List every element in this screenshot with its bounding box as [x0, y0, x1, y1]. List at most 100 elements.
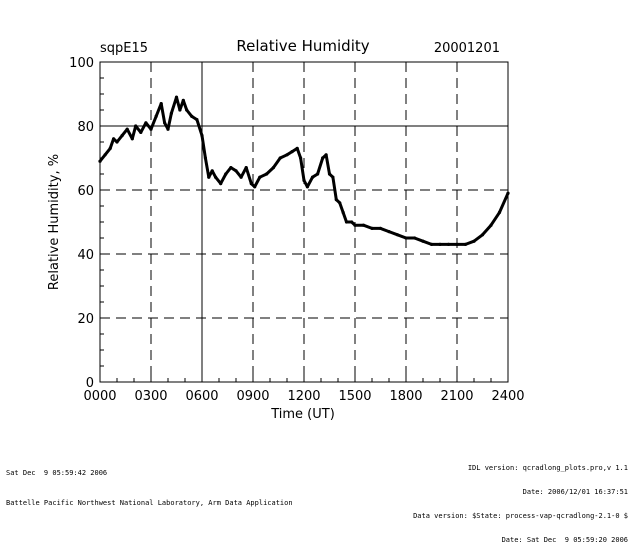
tick-labels: 0000 0300 0600 0900 1200 1500 1800 2100 2400 0 20 4…: [69, 56, 524, 404]
data-point: [370, 226, 374, 230]
y-tick-label: 80: [77, 120, 94, 135]
data-point: [207, 175, 211, 179]
date-label: 20001201: [434, 41, 500, 56]
data-point: [169, 111, 173, 115]
data-point: [178, 108, 182, 112]
data-point: [234, 169, 238, 173]
data-point: [480, 233, 485, 237]
data-point: [310, 175, 315, 179]
data-point: [395, 233, 400, 237]
site-label: sqpE15: [100, 41, 148, 56]
footer-date2: Date: Sat Dec 9 05:59:20 2006: [501, 536, 628, 544]
footer-left: Sat Dec 9 05:59:42 2006 Battelle Pacific…: [6, 453, 293, 515]
data-point: [229, 166, 233, 170]
data-point: [324, 153, 328, 157]
footer-timestamp: Sat Dec 9 05:59:42 2006: [6, 469, 108, 477]
data-point: [472, 239, 476, 243]
x-tick-label: 2400: [491, 389, 524, 404]
data-point: [239, 175, 243, 179]
data-point: [244, 166, 248, 170]
y-tick-label: 40: [77, 248, 94, 263]
footer-data-version: Data version: $State: process-vap-qcradl…: [413, 512, 628, 520]
chart-title: Relative Humidity: [236, 37, 369, 55]
data-point: [421, 239, 425, 243]
data-point: [166, 127, 170, 131]
data-point: [214, 175, 218, 179]
data-point: [185, 108, 189, 112]
data-point: [115, 140, 119, 144]
data-point: [353, 223, 357, 227]
y-axis-label: Relative Humidity, %: [47, 154, 62, 290]
data-point: [130, 137, 134, 141]
data-point: [200, 134, 204, 138]
data-point: [163, 121, 167, 125]
data-point: [210, 169, 214, 173]
data-point: [249, 182, 253, 186]
y-tick-label: 0: [86, 376, 94, 391]
data-point: [361, 223, 366, 227]
data-point: [321, 156, 325, 160]
data-point: [139, 130, 143, 134]
grid-lines: [100, 62, 508, 382]
data-point: [190, 114, 194, 118]
data-point: [224, 172, 228, 176]
data-point: [334, 198, 338, 202]
data-point: [412, 236, 417, 240]
data-point: [219, 182, 223, 186]
data-point: [341, 210, 345, 214]
x-tick-label: 1200: [287, 389, 320, 404]
data-point: [103, 153, 107, 157]
y-tick-label: 20: [77, 312, 94, 327]
axis-ticks: [99, 61, 509, 383]
data-point: [195, 118, 199, 122]
data-point: [350, 220, 354, 224]
data-point: [387, 230, 391, 234]
data-point: [120, 134, 124, 138]
data-point: [112, 137, 116, 141]
data-point: [299, 156, 303, 160]
x-tick-label: 0600: [185, 389, 218, 404]
data-point: [125, 127, 129, 131]
relative-humidity-chart: 0000 0300 0600 0900 1200 1500 1800 2100 2400 0 20 4…: [47, 37, 525, 422]
series-relative-humidity: [98, 95, 510, 246]
data-point: [174, 95, 179, 99]
y-tick-label: 100: [69, 56, 94, 71]
x-tick-label: 2100: [440, 389, 473, 404]
x-tick-label: 0000: [83, 389, 116, 404]
data-point: [149, 127, 153, 131]
data-point: [271, 166, 275, 170]
series-line: [98, 95, 510, 246]
x-tick-label: 1800: [389, 389, 422, 404]
data-point: [253, 185, 257, 189]
data-point: [290, 150, 294, 154]
x-axis-label: Time (UT): [270, 407, 335, 422]
data-point: [302, 178, 306, 182]
data-point: [181, 98, 185, 102]
footer-credit: Battelle Pacific Northwest National Labo…: [6, 499, 293, 507]
data-point: [378, 226, 383, 230]
data-point: [344, 220, 349, 224]
data-point: [316, 172, 320, 176]
data-point: [203, 156, 207, 160]
footer-right: IDL version: qcradlong_plots.pro,v 1.1 D…: [413, 448, 628, 552]
data-point: [455, 242, 459, 246]
data-point: [463, 242, 468, 246]
data-point: [295, 146, 299, 150]
footer-date1: Date: 2006/12/01 16:37:51: [522, 488, 628, 496]
data-point: [258, 175, 262, 179]
data-point: [489, 223, 493, 227]
data-point: [338, 201, 342, 205]
data-point: [327, 172, 332, 176]
data-point: [154, 114, 158, 118]
footer-idl-version: IDL version: qcradlong_plots.pro,v 1.1: [467, 464, 628, 472]
data-point: [144, 121, 148, 125]
x-tick-label: 0300: [134, 389, 167, 404]
x-tick-label: 1500: [338, 389, 371, 404]
data-point: [438, 242, 442, 246]
data-point: [265, 172, 269, 176]
data-point: [159, 102, 163, 106]
data-point: [331, 175, 335, 179]
data-point: [446, 242, 451, 246]
data-point: [305, 185, 309, 189]
data-point: [285, 153, 289, 157]
